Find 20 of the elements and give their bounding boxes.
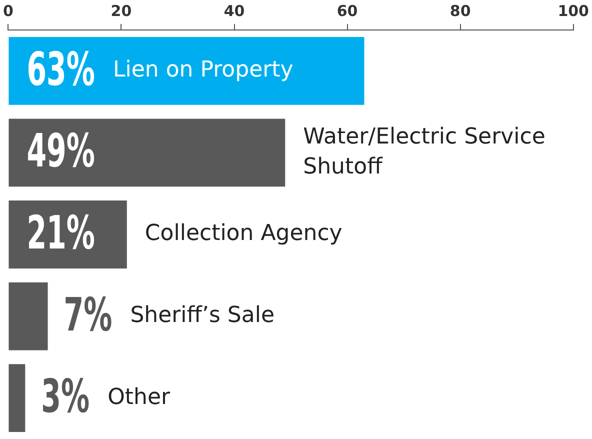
data-label: 7%	[64, 288, 112, 342]
data-label: 49%	[26, 124, 95, 179]
bar	[8, 36, 364, 105]
x-tick-label: 100	[558, 2, 589, 20]
x-tick-label: 60	[336, 2, 358, 20]
x-tick-label: 20	[110, 2, 132, 20]
x-tick-label: 0	[3, 2, 14, 20]
data-label: 63%	[26, 42, 95, 97]
bar	[8, 364, 26, 432]
y-tick-label: Water/Electric Service Shutoff	[303, 124, 546, 180]
y-tick-label: Lien on Property	[112, 58, 294, 83]
y-tick-label: Collection Agency	[144, 221, 342, 246]
x-tick-label: 40	[224, 2, 245, 20]
data-label: 3%	[41, 370, 90, 424]
y-tick-label: Sheriff’s Sale	[130, 303, 275, 328]
bar	[8, 118, 286, 187]
y-tick-label: Other	[108, 384, 172, 410]
data-label: 21%	[26, 206, 95, 260]
x-tick-label: 80	[450, 2, 471, 20]
bar	[8, 282, 48, 350]
